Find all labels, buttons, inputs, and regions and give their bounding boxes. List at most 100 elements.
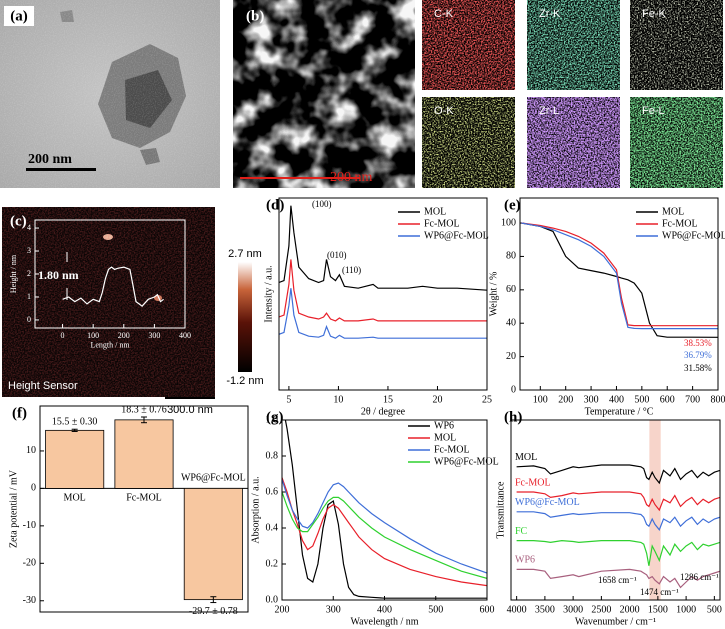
scale-bar xyxy=(26,168,96,171)
line xyxy=(279,288,487,339)
x-tick-label: 10 xyxy=(333,394,343,405)
y-tick-label: 80 xyxy=(506,251,516,262)
legend-label: MOL xyxy=(424,206,446,217)
x-tick-label: 25 xyxy=(482,394,492,405)
y-tick-label: 60 xyxy=(506,284,516,295)
annotation: 31.58% xyxy=(684,363,712,373)
map-image xyxy=(630,0,723,90)
map-image xyxy=(527,97,620,188)
annotation: 38.53% xyxy=(684,338,712,348)
plot-frame xyxy=(281,419,488,601)
line xyxy=(282,479,487,574)
legend-label: WP6 xyxy=(434,420,454,431)
map-label: Fe-K xyxy=(642,8,667,20)
panel-label: (d) xyxy=(266,197,284,213)
line xyxy=(521,222,718,327)
y-axis-label: Intensity / a.u. xyxy=(263,265,274,322)
grain xyxy=(0,0,220,188)
error-bar xyxy=(141,416,147,424)
y-tick-label: 0 xyxy=(31,483,36,494)
x-tick-label: 200 xyxy=(118,331,130,340)
y-axis-label: Height / nm xyxy=(9,254,18,293)
x-tick-label: 600 xyxy=(660,394,675,405)
y-tick-label: 0.6 xyxy=(266,486,279,497)
y-tick-label: 10 xyxy=(26,445,36,456)
y-axis-label: Zeta potential / mV xyxy=(8,469,19,548)
afm-noise xyxy=(2,207,215,397)
series-label: Fc-MOL xyxy=(515,477,551,488)
label-box xyxy=(4,6,34,26)
bar xyxy=(183,487,243,601)
map-label: C-K xyxy=(434,8,454,20)
legend-label: WP6@Fc-MOL xyxy=(434,456,499,467)
annotation: 36.79% xyxy=(684,350,712,360)
line xyxy=(282,491,487,579)
value-label: 18.3 ± 0.76 xyxy=(121,404,167,415)
y-tick-label: 0 xyxy=(27,315,31,324)
annotation: 1658 cm⁻¹ xyxy=(598,575,637,585)
x-tick-label: 1500 xyxy=(648,604,668,615)
x-tick-label: 400 xyxy=(609,394,624,405)
legend-label: Fc-MOL xyxy=(424,218,460,229)
x-tick-label: 300 xyxy=(148,331,160,340)
scale-label: 200 nm xyxy=(28,152,72,167)
value-label: -29.7 ± 0.78 xyxy=(189,606,238,617)
x-tick-label: 100 xyxy=(533,394,548,405)
x-tick-label: 800 xyxy=(711,394,725,405)
error-bar xyxy=(210,596,217,604)
map-label: Zr-L xyxy=(539,105,559,117)
chart: 5 10 15 20 25 2θ / degree Intensity / a.u. (d) M… xyxy=(263,197,492,417)
y-tick-label: 3 xyxy=(27,246,31,255)
stem-image xyxy=(233,0,415,188)
y-tick-label: 0.8 xyxy=(266,450,279,461)
line xyxy=(516,491,720,512)
panel-label: (a) xyxy=(10,8,28,24)
bar xyxy=(45,429,105,489)
series-label: WP6@Fc-MOL xyxy=(515,497,580,508)
element-maps: C-K Zr-K Fe-K O-K Zr-L Fe-L xyxy=(422,0,723,188)
legend-label: Fc-MOL xyxy=(434,444,470,455)
x-tick-label: 300 xyxy=(326,604,341,615)
line xyxy=(516,511,720,531)
panel-label: (c) xyxy=(10,213,27,229)
panel-label: (f) xyxy=(12,405,27,421)
y-tick-label: 4 xyxy=(27,223,31,232)
map-image xyxy=(527,0,620,90)
x-tick-label: 1000 xyxy=(676,604,696,615)
x-tick-label: 500 xyxy=(634,394,649,405)
y-tick-label: 0.0 xyxy=(266,594,279,605)
x-tick-label: 3000 xyxy=(563,604,583,615)
panel-label: (b) xyxy=(246,8,264,24)
series-label: FC xyxy=(515,526,528,537)
x-axis-label: Length / nm xyxy=(90,340,130,349)
panel-label: (g) xyxy=(266,409,284,425)
y-axis-label: Absorption / a.u. xyxy=(250,476,261,543)
scale-label: 200 nm xyxy=(330,170,373,185)
y-tick-label: 0.4 xyxy=(266,522,279,533)
x-tick-label: 200 xyxy=(275,604,290,615)
x-tick-label: 20 xyxy=(432,394,442,405)
x-tick-label: 0 xyxy=(61,331,65,340)
map-label: Fe-L xyxy=(642,105,665,117)
annotation: 1.80 nm xyxy=(38,268,79,282)
y-tick-label: 0 xyxy=(511,384,516,395)
line xyxy=(516,464,720,485)
legend-label: MOL xyxy=(662,206,684,217)
panel-c: (c) Height Sensor 300.0 nm 2.7 nm -1.2 n… xyxy=(2,207,264,416)
y-tick-label: 1 xyxy=(27,292,31,301)
panel-a: (a) 200 nm xyxy=(0,0,220,188)
y-tick-label: -30 xyxy=(23,595,36,606)
x-axis-label: Wavenumber / cm⁻¹ xyxy=(575,616,656,627)
x-tick-label: 500 xyxy=(707,604,722,615)
legend-label: WP6@Fc-MOL xyxy=(424,230,489,241)
y-tick-label: 1.0 xyxy=(266,414,279,425)
legend-label: MOL xyxy=(434,432,456,443)
line xyxy=(279,259,487,322)
line xyxy=(521,222,718,338)
line xyxy=(521,222,718,330)
x-tick-label: 400 xyxy=(179,331,191,340)
line xyxy=(282,477,487,587)
x-tick-label: 300 xyxy=(584,394,599,405)
